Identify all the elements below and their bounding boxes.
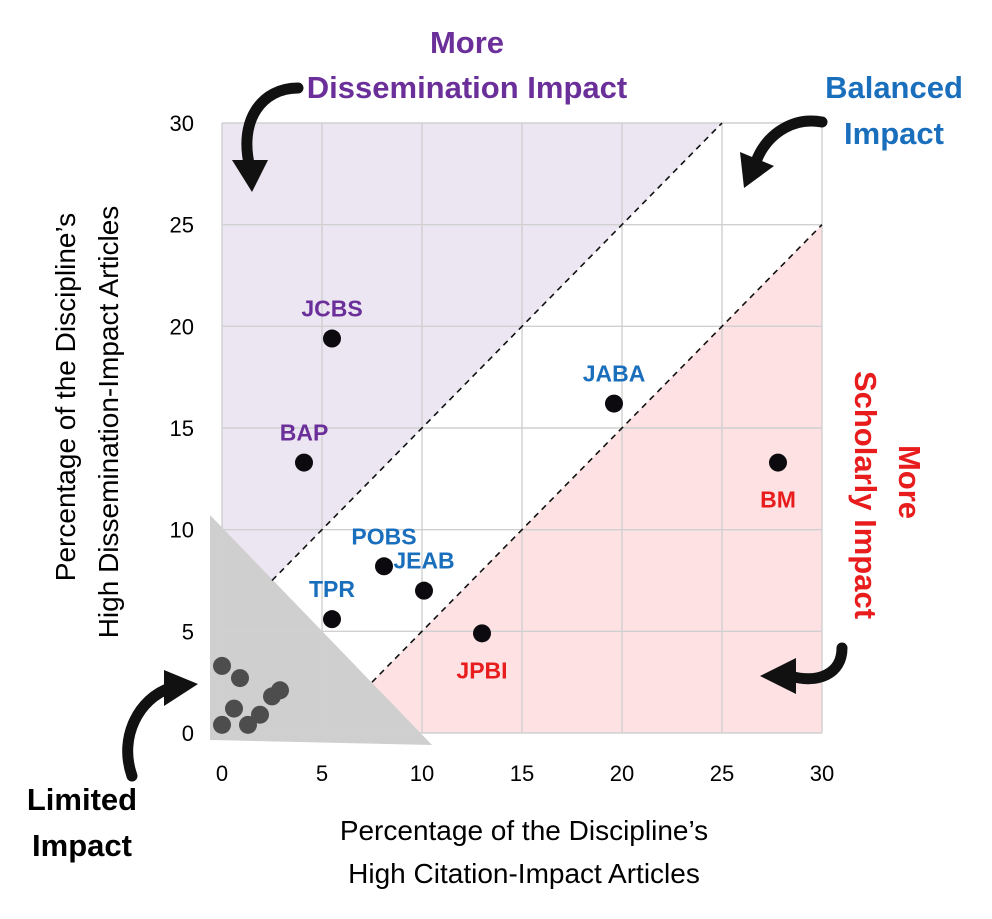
limited-point xyxy=(213,715,231,734)
point-tpr xyxy=(323,610,341,629)
point-label-tpr: TPR xyxy=(309,576,355,602)
callout-balanced-line2: Impact xyxy=(844,116,944,151)
y-tick-label: 5 xyxy=(182,619,194,644)
point-bm xyxy=(769,453,787,472)
limited-point xyxy=(239,715,257,734)
y-tick-label: 20 xyxy=(170,314,194,339)
x-axis-title-line1: Percentage of the Discipline’s xyxy=(340,815,708,846)
point-label-bm: BM xyxy=(760,487,796,513)
reference-lines-layer xyxy=(271,122,823,683)
y-axis-title-line2: High Dissemination-Impact Articles xyxy=(93,206,124,639)
x-tick-label: 5 xyxy=(316,761,328,786)
y-tick-label: 15 xyxy=(170,416,194,441)
limited-point xyxy=(251,705,269,724)
callout-scholarly-line1: More xyxy=(892,445,927,519)
point-jcbs xyxy=(323,329,341,348)
point-label-jcbs: JCBS xyxy=(301,296,362,322)
callout-scholarly-line2: Scholarly Impact xyxy=(848,371,883,619)
x-tick-label: 0 xyxy=(216,761,228,786)
x-tick-label: 20 xyxy=(610,761,634,786)
callout-balanced-line1: Balanced xyxy=(825,70,963,105)
point-label-pobs: POBS xyxy=(351,523,416,549)
point-label-jaba: JABA xyxy=(583,361,646,387)
x-tick-label: 10 xyxy=(410,761,434,786)
y-axis-title-line1: Percentage of the Discipline’s xyxy=(50,213,81,581)
point-label-jeab: JEAB xyxy=(393,548,454,574)
point-jaba xyxy=(605,394,623,413)
point-label-bap: BAP xyxy=(280,420,329,446)
y-tick-label: 10 xyxy=(170,518,194,543)
point-pobs xyxy=(375,557,393,576)
callout-dissemination-line2: Dissemination Impact xyxy=(307,70,627,105)
arrow-scholarly-icon xyxy=(760,642,848,694)
point-jpbi xyxy=(473,624,491,643)
x-axis-title-line2: High Citation-Impact Articles xyxy=(348,858,700,889)
limited-point xyxy=(225,699,243,718)
x-tick-label: 15 xyxy=(510,761,534,786)
x-tick-label: 25 xyxy=(710,761,734,786)
point-bap xyxy=(295,453,313,472)
arrow-balanced-icon xyxy=(740,115,828,188)
point-jeab xyxy=(415,581,433,600)
limited-point xyxy=(231,669,249,688)
limited-point xyxy=(271,681,289,700)
callout-dissemination-line1: More xyxy=(430,25,504,60)
ticks-layer: 0 5 10 15 20 25 30 0 5 10 15 20 25 30 xyxy=(170,111,835,786)
reference-line-1 xyxy=(271,122,723,582)
callout-limited-line1: Limited xyxy=(27,782,137,817)
region-scholarly xyxy=(372,224,822,733)
arrow-dissemination-icon xyxy=(232,82,304,192)
y-tick-label: 30 xyxy=(170,111,194,136)
reference-line-2 xyxy=(371,224,823,683)
limited-point xyxy=(213,656,231,675)
arrow-limited-icon xyxy=(122,670,198,782)
point-label-jpbi: JPBI xyxy=(456,657,507,683)
x-tick-label: 30 xyxy=(810,761,834,786)
callout-limited-line2: Impact xyxy=(32,828,132,863)
y-tick-label: 25 xyxy=(170,213,194,238)
region-limited xyxy=(210,515,432,745)
y-tick-label: 0 xyxy=(182,721,194,746)
